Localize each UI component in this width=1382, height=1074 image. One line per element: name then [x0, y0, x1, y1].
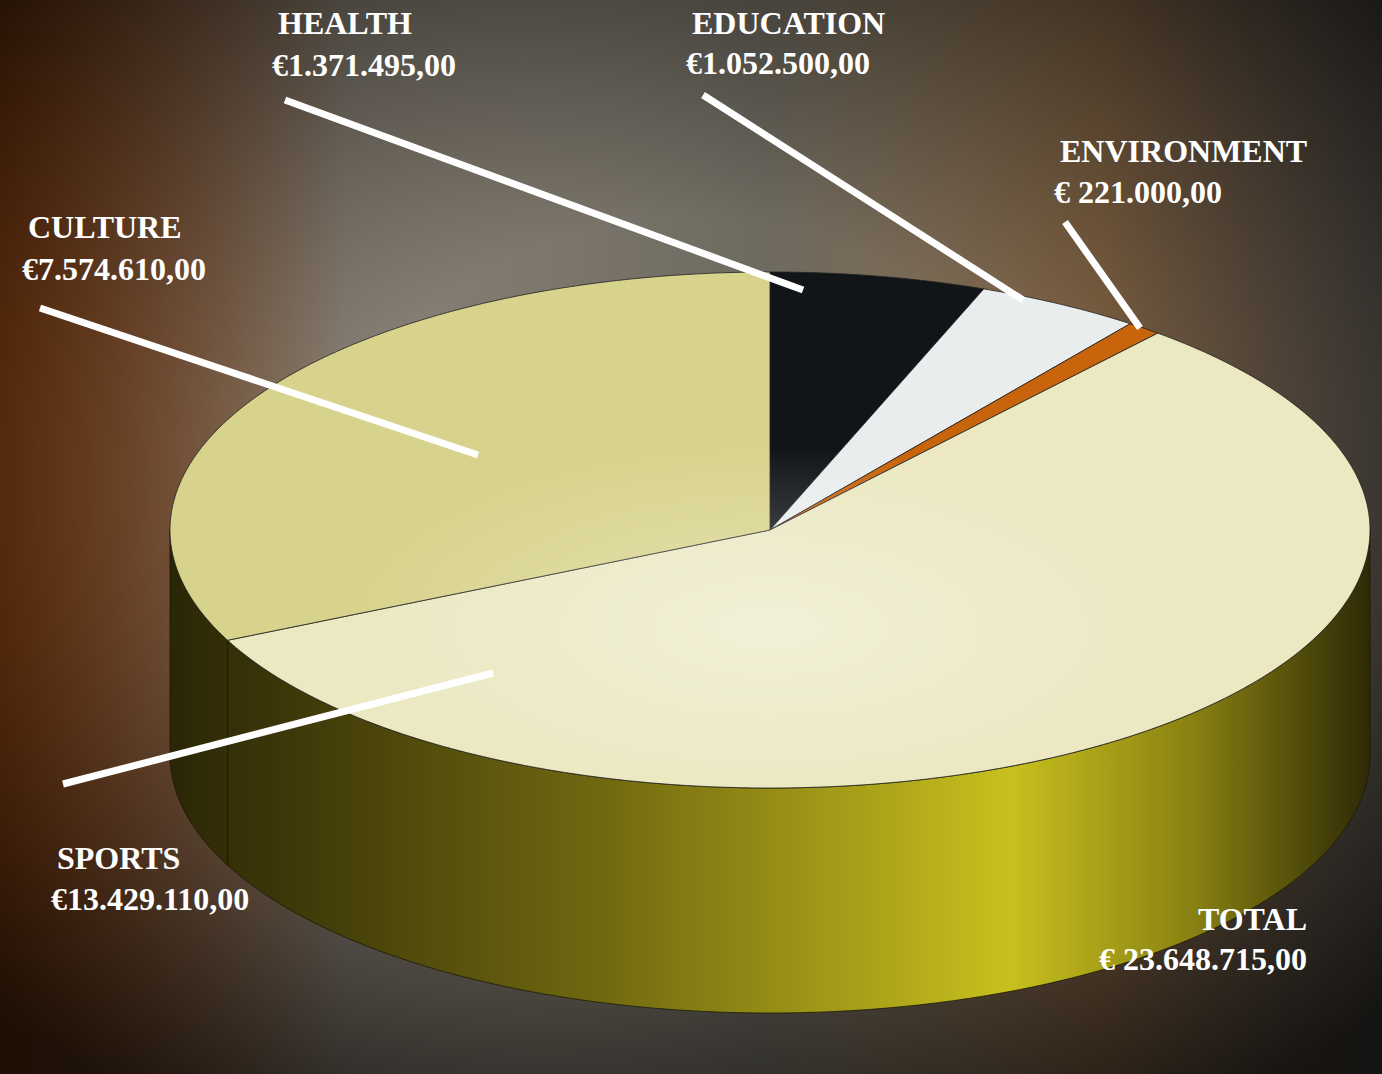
leader-line	[703, 95, 1023, 300]
slice-label: EDUCATION	[692, 5, 885, 41]
slice-label: ENVIRONMENT	[1060, 133, 1307, 169]
leader-line	[285, 100, 803, 290]
slice-label: CULTURE	[28, 209, 182, 245]
background-shade	[0, 0, 1382, 1074]
slice	[170, 272, 770, 640]
highlight	[350, 409, 1190, 770]
labels: HEALTH €1.371.495,00 EDUCATION €1.052.500,0…	[22, 5, 1307, 977]
value-label: €13.429.110,00	[51, 881, 249, 917]
pie	[170, 272, 1370, 1013]
total-label: TOTAL	[1198, 901, 1307, 937]
slice-label: HEALTH	[278, 5, 412, 41]
leader-line	[1065, 222, 1140, 328]
value-label: €7.574.610,00	[22, 251, 206, 287]
chart: HEALTH €1.371.495,00 EDUCATION €1.052.500,0…	[0, 0, 1382, 1074]
slice-label: SPORTS	[57, 840, 180, 876]
leader-line	[63, 673, 493, 784]
leader-line	[40, 308, 478, 455]
value-label: € 221.000,00	[1054, 174, 1222, 210]
value-label: €1.371.495,00	[272, 47, 456, 83]
background	[0, 0, 1382, 1074]
total-value: € 23.648.715,00	[1099, 941, 1307, 977]
value-label: €1.052.500,00	[686, 45, 870, 81]
